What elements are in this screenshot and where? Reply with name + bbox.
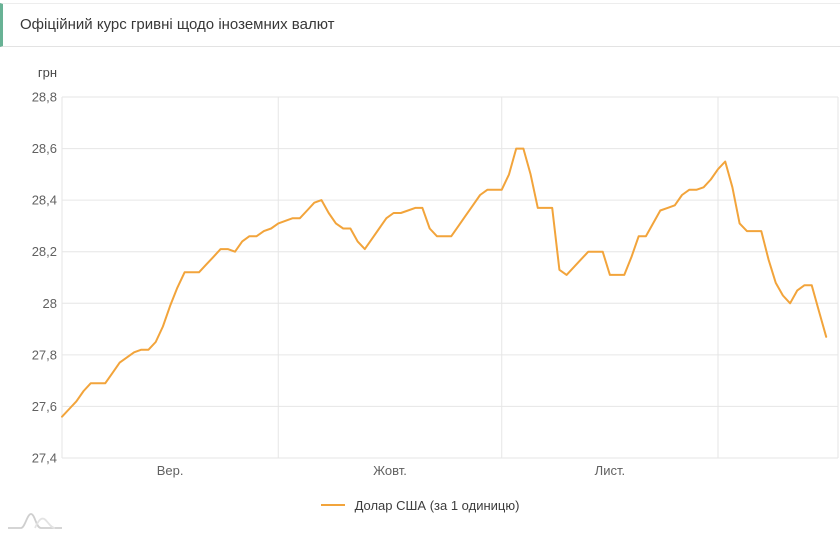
- legend-series-label: Долар США (за 1 одиницю): [354, 497, 520, 513]
- x-axis-month-label: Вер.: [157, 463, 184, 478]
- page-title: Офіційний курс гривні щодо іноземних вал…: [20, 16, 335, 33]
- x-axis-month-label: Жовт.: [373, 463, 407, 478]
- sparkline-logo-icon: [8, 513, 62, 529]
- y-axis-tick-label: 28,2: [32, 244, 57, 259]
- widget-header: Офіційний курс гривні щодо іноземних вал…: [0, 3, 840, 47]
- y-axis-unit-label: грн: [38, 65, 57, 80]
- y-axis-tick-label: 27,4: [32, 451, 57, 466]
- chart-legend[interactable]: Долар США (за 1 одиницю): [0, 494, 840, 516]
- y-axis-tick-label: 28: [43, 296, 57, 311]
- y-axis-tick-label: 28,6: [32, 141, 57, 156]
- y-axis-tick-label: 27,6: [32, 399, 57, 414]
- x-axis-month-label: Лист.: [595, 463, 625, 478]
- line-chart[interactable]: 28,8 28,6 28,4 28,2 28 27,8 27,6 27,4 грн Вер. Жов…: [0, 45, 840, 494]
- series-line-usd[interactable]: [61, 147, 828, 418]
- legend-series-line-icon: [320, 504, 345, 506]
- y-axis-tick-label: 28,4: [32, 193, 57, 208]
- y-axis-tick-label: 27,8: [32, 347, 57, 362]
- y-axis-tick-label: 28,8: [32, 90, 57, 105]
